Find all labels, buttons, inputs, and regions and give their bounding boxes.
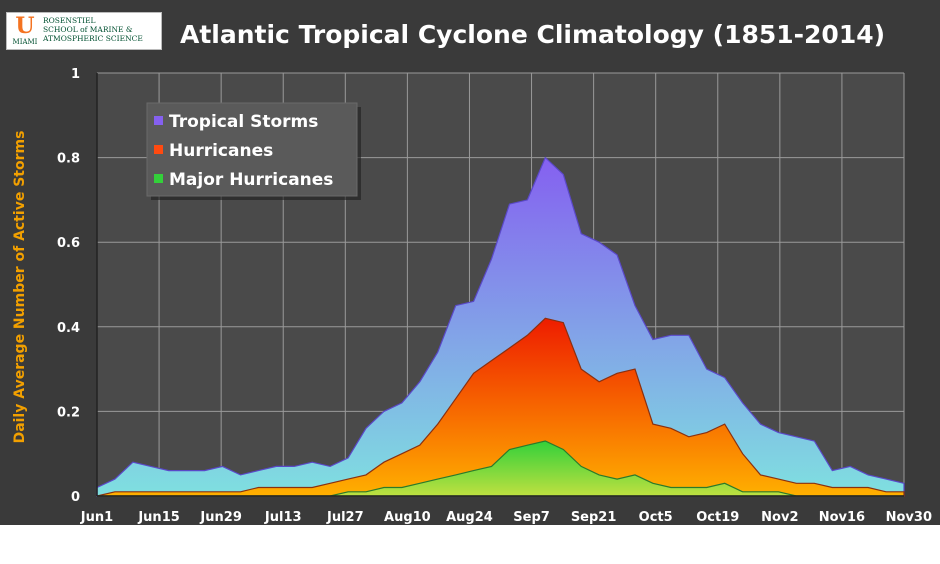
- logo-line-2: SCHOOL of MARINE &: [43, 25, 133, 34]
- x-axis-ticks: Jun1 Jun15 Jun29 Jul13 Jul27 Aug10 Aug24 Sep7 Se…: [80, 510, 932, 525]
- y-axis-ticks: 0 0.2 0.4 0.6 0.8 1: [57, 67, 80, 505]
- rsmas-logo: U MIAMI ROSENSTIEL SCHOOL of MARINE & AT…: [6, 12, 162, 50]
- y-tick-label: 0.6: [57, 236, 80, 251]
- hurricanes-area: [96, 317, 905, 497]
- legend-label: Tropical Storms: [169, 112, 318, 132]
- x-tick-label: Sep21: [571, 510, 617, 525]
- logo-text: ROSENSTIEL SCHOOL of MARINE & ATMOSPHERI…: [43, 16, 161, 43]
- logo-mark-letter: U: [15, 13, 35, 39]
- logo-mark-caption: MIAMI: [12, 38, 38, 46]
- logo-line-1: ROSENSTIEL: [43, 16, 96, 25]
- x-tick-label: Jul13: [264, 510, 302, 525]
- tropical-storms-swatch: [154, 116, 163, 125]
- y-tick-label: 0.4: [57, 321, 80, 336]
- y-tick-label: 1: [71, 67, 80, 82]
- x-tick-label: Nov30: [886, 510, 932, 525]
- x-tick-label: Aug24: [446, 510, 493, 525]
- x-tick-label: Jun29: [199, 510, 241, 525]
- y-tick-label: 0: [71, 490, 80, 505]
- x-tick-label: Jul27: [326, 510, 364, 525]
- x-tick-label: Sep7: [513, 510, 550, 525]
- series-areas: [96, 156, 905, 497]
- y-tick-label: 0.8: [57, 152, 80, 167]
- legend-label: Major Hurricanes: [169, 170, 333, 190]
- legend: Tropical Storms Hurricanes Major Hurricane…: [146, 102, 361, 200]
- x-tick-label: Jun15: [137, 510, 179, 525]
- x-tick-label: Jun1: [80, 510, 113, 525]
- x-tick-label: Aug10: [384, 510, 431, 525]
- major-hurricanes-swatch: [154, 174, 163, 183]
- area-chart: Jun1 Jun15 Jun29 Jul13 Jul27 Aug10 Aug24 Sep7 Se…: [57, 67, 932, 525]
- legend-box: [146, 102, 358, 197]
- axes: [96, 73, 904, 497]
- x-tick-label: Nov16: [819, 510, 865, 525]
- tropical-storms-area: [96, 156, 905, 497]
- x-tick-label: Oct5: [639, 510, 673, 525]
- x-tick-label: Nov2: [761, 510, 798, 525]
- y-tick-label: 0.2: [57, 405, 80, 420]
- x-tick-label: Oct19: [696, 510, 739, 525]
- legend-label: Hurricanes: [169, 141, 273, 161]
- hurricanes-swatch: [154, 145, 163, 154]
- logo-line-3: ATMOSPHERIC SCIENCE: [43, 34, 143, 43]
- chart-title: Atlantic Tropical Cyclone Climatology (1…: [180, 20, 886, 49]
- university-mark-icon: U MIAMI: [10, 15, 40, 47]
